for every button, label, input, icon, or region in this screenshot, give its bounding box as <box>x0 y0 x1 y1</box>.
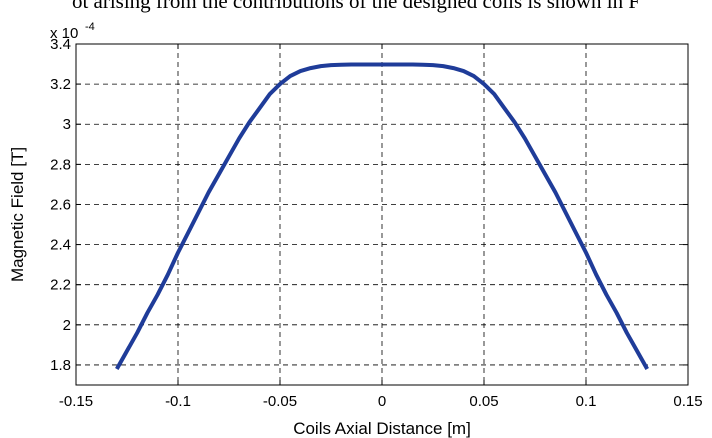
x-tick-label: -0.05 <box>263 393 297 410</box>
x-tick-label: 0.1 <box>576 393 597 410</box>
y-tick-label: 3 <box>63 116 71 133</box>
y-tick-label: 2 <box>63 317 71 334</box>
y-tick-label: 2.4 <box>50 237 71 254</box>
x-tick-label: -0.15 <box>59 393 93 410</box>
x-tick-label: 0.05 <box>469 393 498 410</box>
y-tick-labels: 1.822.22.42.62.833.23.4 <box>50 36 71 374</box>
y-tick-label: 2.8 <box>50 156 71 173</box>
x-tick-label: 0 <box>378 393 386 410</box>
y-tick-label: 2.2 <box>50 277 71 294</box>
x-tick-labels: -0.15 -0.1 -0.05 0 0.05 0.1 0.15 <box>59 393 703 410</box>
x-tick-label: -0.1 <box>165 393 191 410</box>
y-tick-label: 3.2 <box>50 76 71 93</box>
x-axis-title: Coils Axial Distance [m] <box>293 419 471 438</box>
y-exponent-label: x 10 <box>50 25 78 42</box>
y-tick-label: 2.6 <box>50 196 71 213</box>
grid-lines <box>76 44 688 385</box>
x-tick-label: 0.15 <box>673 393 702 410</box>
y-axis-title: Magnetic Field [T] <box>8 147 27 282</box>
y-tick-label: 1.8 <box>50 357 71 374</box>
y-exponent-power: -4 <box>85 21 95 33</box>
